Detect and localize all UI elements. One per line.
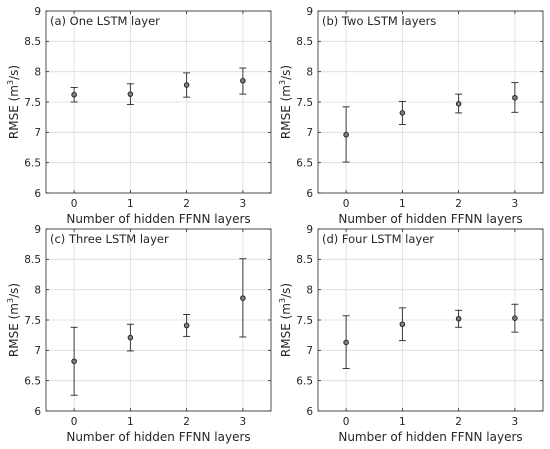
y-tick-label: 7.5 xyxy=(296,97,313,109)
data-point xyxy=(183,82,190,88)
x-tick-label: 3 xyxy=(512,416,519,428)
data-point xyxy=(343,131,349,138)
y-axis-label-superscript: 3 xyxy=(6,80,15,85)
y-tick-label: 6 xyxy=(34,188,41,200)
y-axis-label-superscript: 3 xyxy=(6,298,15,303)
y-tick-label: 7 xyxy=(34,345,41,357)
x-axis-label: Number of hidden FFNN layers xyxy=(338,430,522,444)
data-point xyxy=(399,321,406,328)
y-axis-label: RMSE (m3/s) xyxy=(6,65,21,139)
y-tick-label: 9 xyxy=(306,6,313,18)
x-tick-label: 1 xyxy=(127,416,134,428)
x-tick-label: 3 xyxy=(512,198,519,210)
y-tick-label: 6.5 xyxy=(296,375,313,387)
data-point xyxy=(240,77,246,84)
x-axis-label: Number of hidden FFNN layers xyxy=(66,430,250,444)
data-point xyxy=(399,110,406,116)
x-tick-label: 0 xyxy=(343,416,350,428)
data-point xyxy=(183,322,190,329)
y-tick-label: 7.5 xyxy=(296,315,313,327)
x-tick-label: 1 xyxy=(127,198,134,210)
y-axis-label-main: RMSE (m xyxy=(279,85,293,139)
data-point xyxy=(512,315,518,321)
panel-title: (d) Four LSTM layer xyxy=(322,232,434,246)
x-axis-label: Number of hidden FFNN layers xyxy=(338,212,522,226)
y-axis-label-tail: /s) xyxy=(279,65,293,80)
x-tick-label: 2 xyxy=(455,198,462,210)
panel-1: 6 6.5 7 7.5 8 8.5 9 0 1 2 3 (b) Two LSTM layers Numb… xyxy=(278,6,544,226)
y-tick-label: 8.5 xyxy=(296,254,313,266)
data-point xyxy=(455,315,462,322)
y-axis-label-main: RMSE (m xyxy=(279,303,293,357)
y-tick-label: 6.5 xyxy=(296,157,313,169)
x-tick-label: 0 xyxy=(343,198,350,210)
data-point xyxy=(127,91,134,97)
panel-title: (a) One LSTM layer xyxy=(50,14,160,28)
x-tick-label: 1 xyxy=(399,198,406,210)
panel-title: (c) Three LSTM layer xyxy=(50,232,169,246)
y-tick-label: 9 xyxy=(34,6,41,18)
y-tick-label: 7.5 xyxy=(24,315,41,327)
data-point xyxy=(71,91,77,98)
data-point xyxy=(512,94,518,101)
y-tick-label: 8 xyxy=(306,66,313,78)
data-point xyxy=(343,339,349,346)
y-tick-label: 6 xyxy=(34,406,41,418)
x-tick-label: 2 xyxy=(455,416,462,428)
y-tick-label: 8 xyxy=(306,284,313,296)
x-axis-label: Number of hidden FFNN layers xyxy=(66,212,250,226)
panel-2: 6 6.5 7 7.5 8 8.5 9 0 1 2 3 (c) Three LSTM layer Num… xyxy=(6,224,272,444)
y-axis-label-main: RMSE (m xyxy=(7,85,21,139)
y-tick-label: 7 xyxy=(34,127,41,139)
y-tick-label: 9 xyxy=(306,224,313,236)
panel-0: 6 6.5 7 7.5 8 8.5 9 0 1 2 3 (a) One LSTM layer Numbe… xyxy=(6,6,272,226)
x-tick-label: 2 xyxy=(183,198,190,210)
y-tick-label: 8.5 xyxy=(24,36,41,48)
x-tick-label: 3 xyxy=(240,416,247,428)
y-axis-label-tail: /s) xyxy=(279,283,293,298)
y-tick-label: 6.5 xyxy=(24,375,41,387)
y-tick-label: 8.5 xyxy=(24,254,41,266)
y-tick-label: 6.5 xyxy=(24,157,41,169)
y-axis-label-tail: /s) xyxy=(7,283,21,298)
data-point xyxy=(240,295,246,301)
y-axis-label: RMSE (m3/s) xyxy=(278,283,293,357)
y-tick-label: 8 xyxy=(34,66,41,78)
y-tick-label: 7 xyxy=(306,127,313,139)
data-point xyxy=(127,334,134,341)
y-tick-label: 8.5 xyxy=(296,36,313,48)
data-point xyxy=(455,101,462,107)
panel-3: 6 6.5 7 7.5 8 8.5 9 0 1 2 3 (d) Four LSTM layer Numb… xyxy=(278,224,544,444)
x-tick-label: 3 xyxy=(240,198,247,210)
y-tick-label: 9 xyxy=(34,224,41,236)
y-tick-label: 6 xyxy=(306,188,313,200)
x-tick-label: 0 xyxy=(71,198,78,210)
x-tick-label: 1 xyxy=(399,416,406,428)
y-axis-label: RMSE (m3/s) xyxy=(6,283,21,357)
panel-title: (b) Two LSTM layers xyxy=(322,14,436,28)
y-tick-label: 7.5 xyxy=(24,97,41,109)
x-tick-label: 2 xyxy=(183,416,190,428)
y-tick-label: 6 xyxy=(306,406,313,418)
y-tick-label: 7 xyxy=(306,345,313,357)
data-point xyxy=(71,358,77,365)
y-axis-label-superscript: 3 xyxy=(278,298,287,303)
y-tick-label: 8 xyxy=(34,284,41,296)
y-axis-label-superscript: 3 xyxy=(278,80,287,85)
y-axis-label-tail: /s) xyxy=(7,65,21,80)
y-axis-label: RMSE (m3/s) xyxy=(278,65,293,139)
y-axis-label-main: RMSE (m xyxy=(7,303,21,357)
x-tick-label: 0 xyxy=(71,416,78,428)
